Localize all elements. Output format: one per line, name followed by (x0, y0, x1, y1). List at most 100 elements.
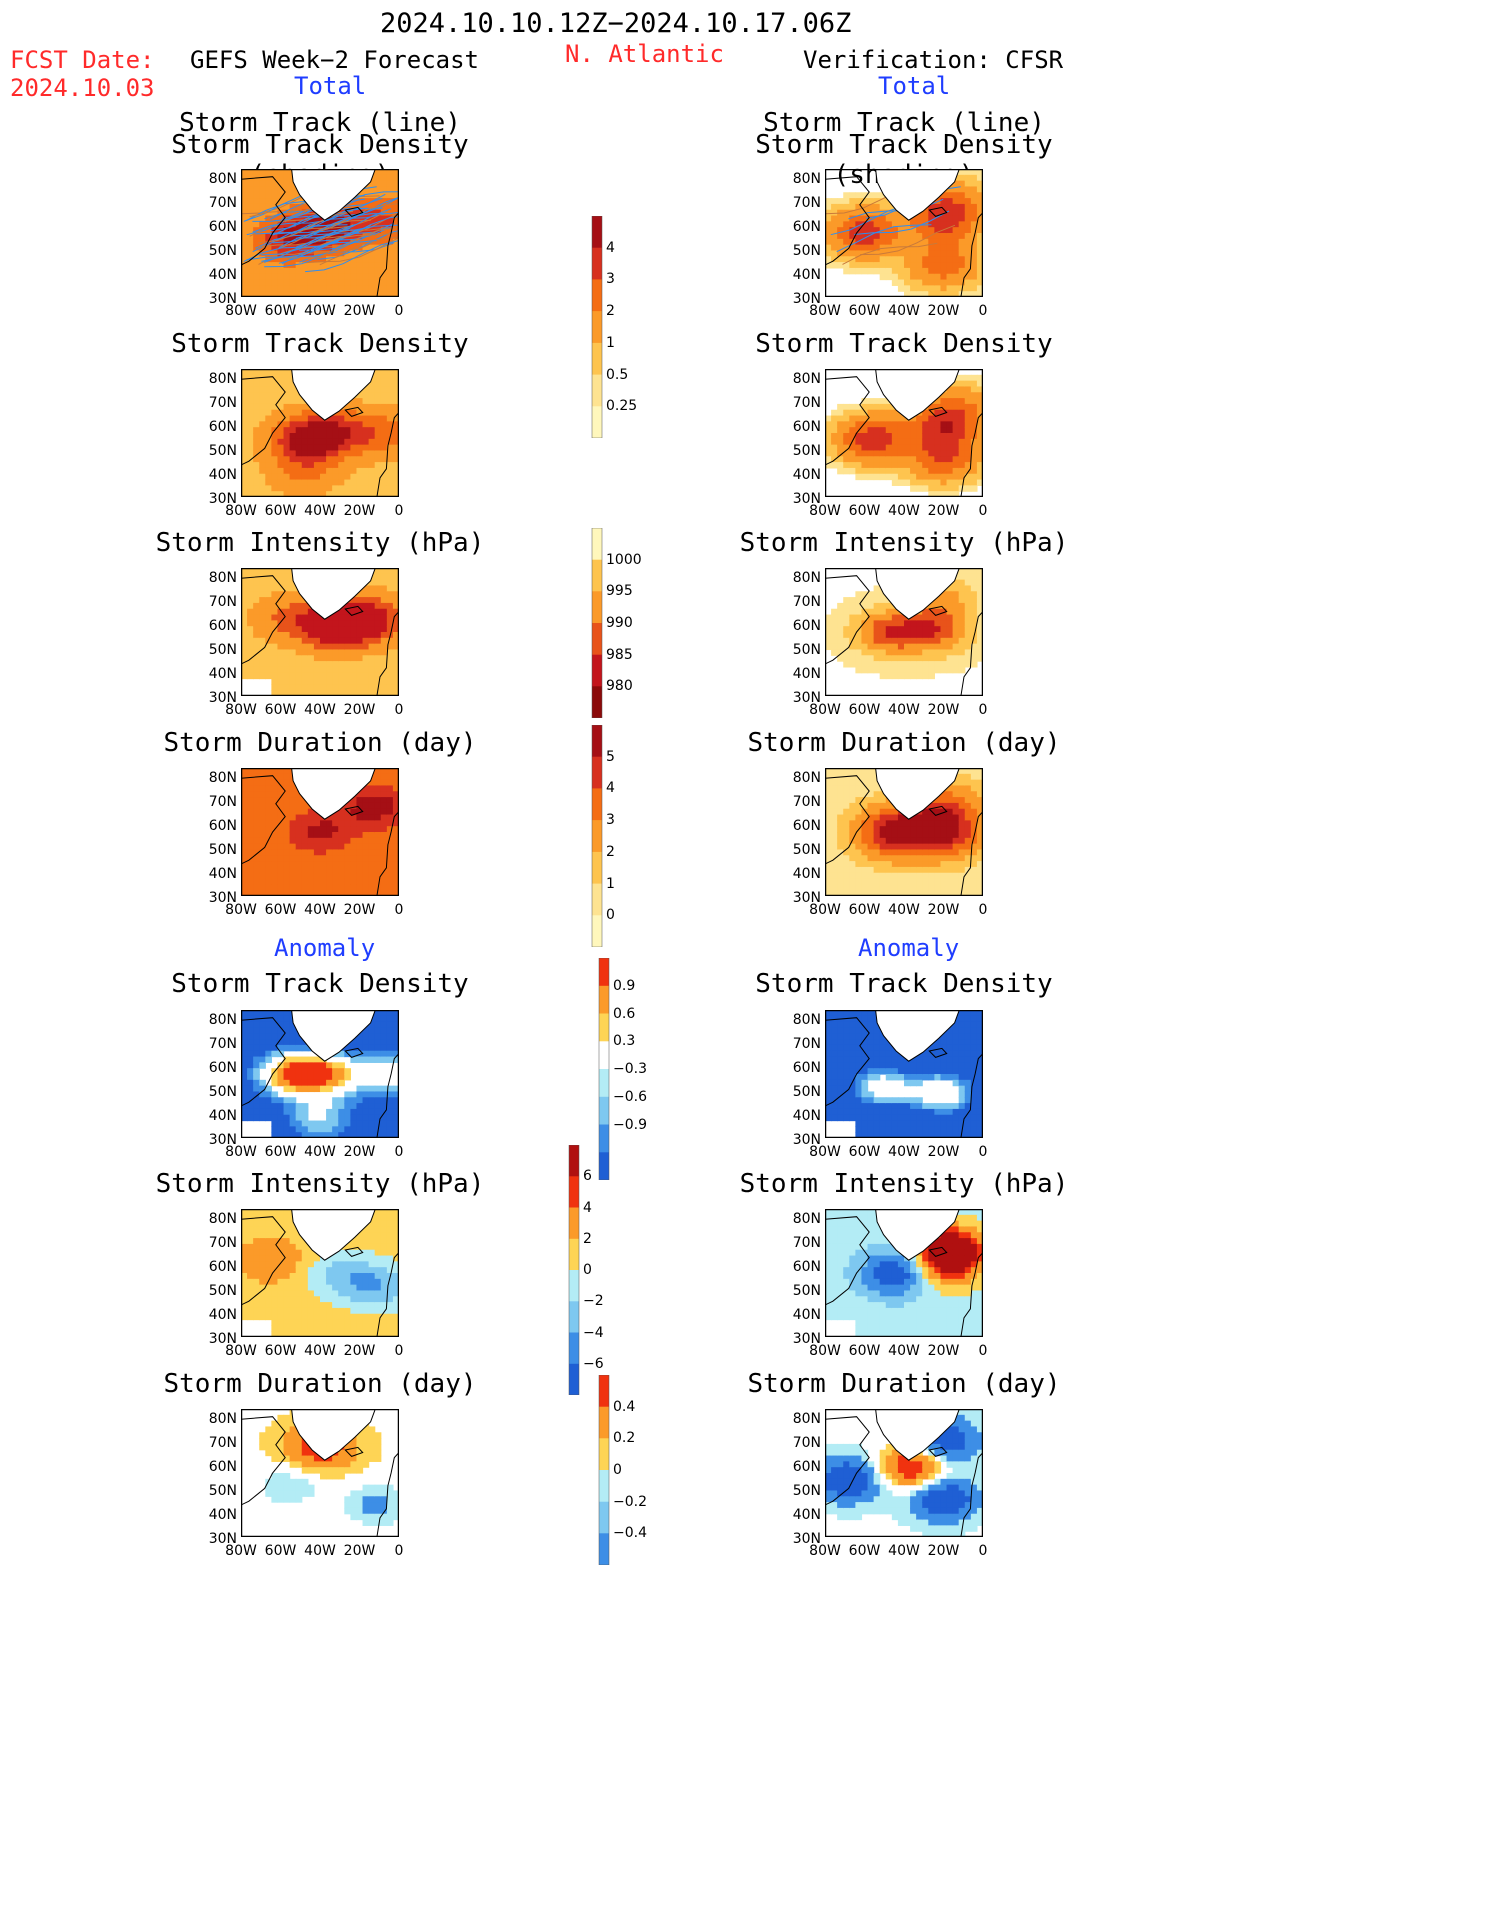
map-cell (916, 643, 923, 651)
map-cell (928, 649, 935, 656)
map-cell (301, 462, 309, 469)
map-cell (368, 1319, 376, 1326)
map-cell (271, 250, 279, 257)
map-cell (952, 203, 960, 211)
map-cell (271, 591, 279, 598)
map-cell (307, 273, 315, 281)
map-cell (849, 444, 856, 452)
map-cell (362, 1273, 370, 1280)
map-cell (386, 1519, 394, 1526)
map-cell (374, 602, 382, 610)
map-cell (259, 1079, 266, 1087)
map-cell (277, 1232, 285, 1239)
map-cell (934, 221, 942, 228)
map-cell (344, 1126, 351, 1133)
map-cell (940, 238, 948, 246)
map-cell (289, 1461, 297, 1468)
lat-tick-label: 60N (208, 1459, 237, 1475)
map-cell (392, 632, 399, 639)
map-cell (253, 620, 260, 627)
map-cell (374, 655, 382, 662)
map-cell (313, 1331, 321, 1337)
map-cell (253, 438, 260, 446)
map-cell (301, 808, 309, 816)
map-cell (277, 433, 285, 440)
map-cell (332, 1103, 339, 1110)
map-cell (855, 256, 863, 263)
map-cell (265, 1021, 272, 1029)
map-cell (289, 802, 297, 810)
map-cell (253, 233, 260, 240)
map-cell (885, 614, 893, 621)
map-cell (928, 203, 935, 211)
map-cell (368, 1267, 376, 1274)
map-cell (338, 1062, 345, 1069)
map-cell (380, 1226, 388, 1233)
map-cell (368, 1449, 376, 1457)
map-cell (313, 473, 321, 481)
map-cell (241, 244, 248, 252)
map-cell (241, 649, 248, 656)
map-cell (271, 632, 279, 639)
map-cell (879, 438, 887, 446)
map-cell (271, 802, 279, 810)
map-cell (338, 872, 345, 880)
map-cell (253, 479, 260, 486)
map-cell (946, 462, 954, 469)
map-cell (344, 1467, 351, 1474)
map-cell (964, 244, 972, 252)
map-cell (277, 209, 285, 217)
map-cell (344, 1331, 351, 1337)
map-cell (891, 256, 899, 263)
map-cell (241, 1238, 248, 1245)
map-cell (374, 649, 382, 656)
map-cell (241, 814, 248, 821)
map-cell (350, 1513, 358, 1521)
map-cell (332, 861, 339, 868)
map-cell (356, 398, 364, 405)
map-cell (350, 1319, 358, 1326)
map-cell (867, 450, 875, 457)
map-cell (289, 1120, 297, 1127)
map-cell (265, 1091, 272, 1098)
map-cell (265, 392, 272, 399)
map-cell (241, 1273, 248, 1280)
map-cell (362, 1120, 370, 1127)
map-cell (368, 291, 376, 297)
map-cell (295, 291, 303, 297)
map-cell (940, 221, 948, 228)
map-cell (277, 866, 285, 874)
map-cell (374, 1114, 382, 1122)
map-cell (928, 427, 935, 434)
map-cell (374, 450, 382, 457)
map-cell (885, 655, 893, 662)
map-cell (350, 632, 358, 639)
map-cell (277, 256, 285, 263)
map-cell (277, 1010, 285, 1017)
map-cell (849, 467, 856, 475)
map-cell (362, 1132, 370, 1138)
map-cell (344, 1120, 351, 1127)
map-cell (307, 467, 315, 475)
map-cell (386, 1091, 394, 1098)
map-cell (386, 198, 394, 205)
map-cell (958, 215, 966, 222)
map-cell (277, 797, 285, 804)
map-cell (313, 273, 321, 281)
map-cell (825, 244, 832, 252)
map-cell (964, 238, 972, 246)
map-cell (253, 843, 260, 851)
map-cell (392, 427, 399, 434)
map-cell (277, 462, 285, 469)
map-cell (320, 1302, 327, 1309)
map-cell (265, 573, 272, 581)
map-cell (362, 203, 370, 211)
map-cell (332, 244, 339, 252)
map-cell (289, 438, 297, 446)
storm-track-line (860, 224, 956, 256)
map-cell (247, 398, 254, 405)
map-cell (307, 672, 315, 680)
map-cell (861, 473, 869, 481)
map-cell (247, 1108, 254, 1116)
map-cell (861, 427, 869, 434)
